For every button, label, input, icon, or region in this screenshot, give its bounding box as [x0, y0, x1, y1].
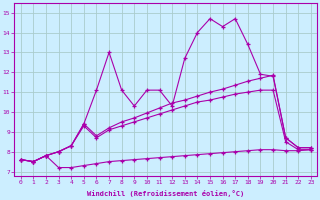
- X-axis label: Windchill (Refroidissement éolien,°C): Windchill (Refroidissement éolien,°C): [87, 190, 244, 197]
